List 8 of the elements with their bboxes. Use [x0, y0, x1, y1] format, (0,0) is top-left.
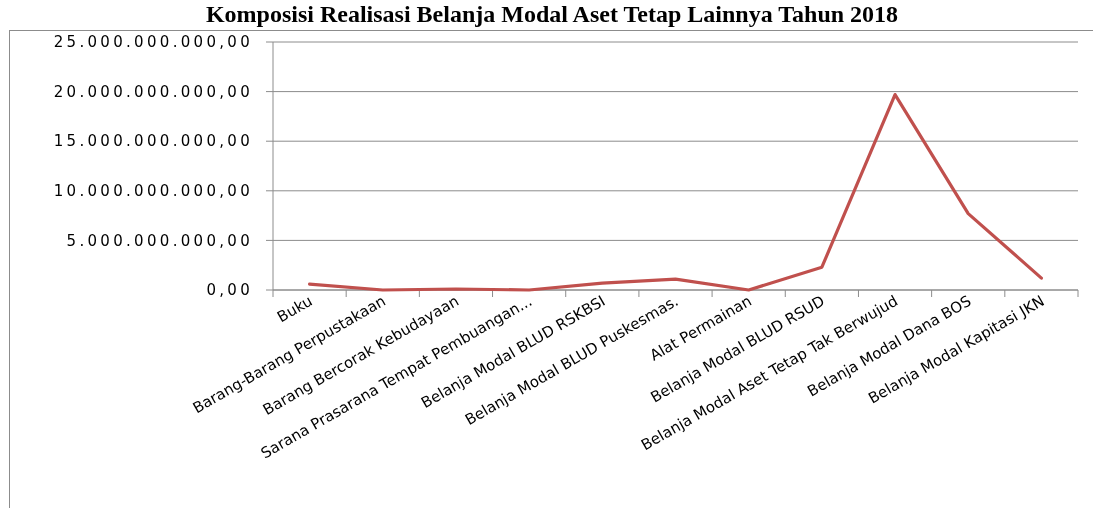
y-tick-label: 0,00 — [206, 281, 253, 300]
chart-title: Komposisi Realisasi Belanja Modal Aset Tetap Lainnya Tahun 2018 — [205, 1, 899, 27]
line-series — [307, 92, 1044, 292]
y-tick-label: 10.000.000.000,00 — [53, 182, 253, 201]
y-tick-label: 5.000.000.000,00 — [66, 231, 253, 250]
y-tick-label: 15.000.000.000,00 — [53, 132, 253, 151]
y-tick-label: 25.000.000.000,00 — [53, 33, 253, 52]
y-tick-label: 20.000.000.000,00 — [53, 82, 253, 101]
